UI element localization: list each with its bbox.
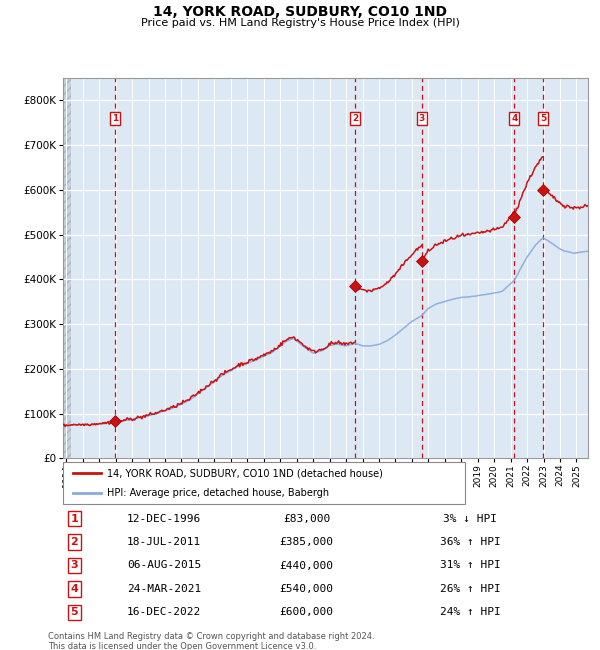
Text: 4: 4 bbox=[511, 114, 518, 123]
Text: 1: 1 bbox=[112, 114, 118, 123]
Text: £540,000: £540,000 bbox=[280, 584, 334, 594]
Text: 4: 4 bbox=[70, 584, 79, 594]
Text: £440,000: £440,000 bbox=[280, 560, 334, 571]
Text: 14, YORK ROAD, SUDBURY, CO10 1ND: 14, YORK ROAD, SUDBURY, CO10 1ND bbox=[153, 5, 447, 19]
Text: 18-JUL-2011: 18-JUL-2011 bbox=[127, 537, 201, 547]
Text: 31% ↑ HPI: 31% ↑ HPI bbox=[440, 560, 501, 571]
Bar bbox=[63, 78, 71, 458]
Text: 36% ↑ HPI: 36% ↑ HPI bbox=[440, 537, 501, 547]
Text: 3% ↓ HPI: 3% ↓ HPI bbox=[443, 514, 497, 524]
Text: 12-DEC-1996: 12-DEC-1996 bbox=[127, 514, 201, 524]
Bar bbox=[63, 78, 71, 458]
Text: 5: 5 bbox=[540, 114, 546, 123]
Text: 5: 5 bbox=[71, 607, 78, 618]
Text: £600,000: £600,000 bbox=[280, 607, 334, 618]
Text: £83,000: £83,000 bbox=[283, 514, 331, 524]
Text: 06-AUG-2015: 06-AUG-2015 bbox=[127, 560, 201, 571]
Text: HPI: Average price, detached house, Babergh: HPI: Average price, detached house, Babe… bbox=[107, 488, 329, 498]
Text: 26% ↑ HPI: 26% ↑ HPI bbox=[440, 584, 501, 594]
Text: 3: 3 bbox=[419, 114, 425, 123]
Text: Contains HM Land Registry data © Crown copyright and database right 2024.
This d: Contains HM Land Registry data © Crown c… bbox=[48, 632, 374, 650]
Text: 3: 3 bbox=[71, 560, 78, 571]
Text: Price paid vs. HM Land Registry's House Price Index (HPI): Price paid vs. HM Land Registry's House … bbox=[140, 18, 460, 28]
Text: £385,000: £385,000 bbox=[280, 537, 334, 547]
Text: 2: 2 bbox=[71, 537, 78, 547]
Text: 2: 2 bbox=[352, 114, 358, 123]
Text: 16-DEC-2022: 16-DEC-2022 bbox=[127, 607, 201, 618]
Text: 1: 1 bbox=[71, 514, 78, 524]
Text: 24-MAR-2021: 24-MAR-2021 bbox=[127, 584, 201, 594]
Text: 24% ↑ HPI: 24% ↑ HPI bbox=[440, 607, 501, 618]
Text: 14, YORK ROAD, SUDBURY, CO10 1ND (detached house): 14, YORK ROAD, SUDBURY, CO10 1ND (detach… bbox=[107, 469, 383, 478]
